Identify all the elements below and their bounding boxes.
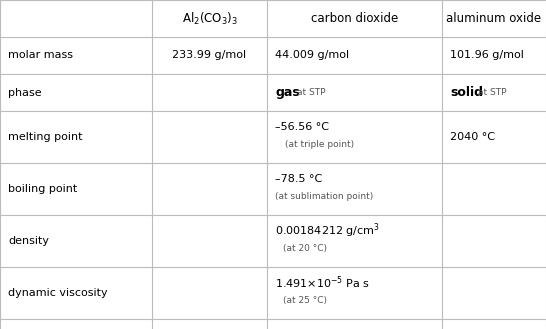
Text: (at sublimation point): (at sublimation point) [275,192,373,201]
Text: solid: solid [450,86,483,99]
Text: –56.56 °C: –56.56 °C [275,122,329,132]
Text: aluminum oxide: aluminum oxide [447,12,542,25]
Text: gas: gas [275,86,300,99]
Text: boiling point: boiling point [8,184,77,194]
Text: at STP: at STP [478,88,507,97]
Text: density: density [8,236,49,246]
Text: 101.96 g/mol: 101.96 g/mol [450,50,524,61]
Text: (at 25 °C): (at 25 °C) [283,296,327,305]
Text: –78.5 °C: –78.5 °C [275,174,322,184]
Text: at STP: at STP [297,88,325,97]
Text: phase: phase [8,88,41,97]
Text: (at 20 °C): (at 20 °C) [283,244,327,253]
Text: 0.00184212 g/cm$^3$: 0.00184212 g/cm$^3$ [275,221,380,240]
Text: 1.491$\times$10$^{-5}$ Pa s: 1.491$\times$10$^{-5}$ Pa s [275,274,370,291]
Text: melting point: melting point [8,132,82,142]
Text: dynamic viscosity: dynamic viscosity [8,288,108,298]
Text: molar mass: molar mass [8,50,73,61]
Text: Al$_2$(CO$_3$)$_3$: Al$_2$(CO$_3$)$_3$ [181,11,238,27]
Text: 2040 °C: 2040 °C [450,132,495,142]
Text: 233.99 g/mol: 233.99 g/mol [173,50,247,61]
Text: (at triple point): (at triple point) [285,140,354,149]
Text: 44.009 g/mol: 44.009 g/mol [275,50,349,61]
Text: carbon dioxide: carbon dioxide [311,12,398,25]
